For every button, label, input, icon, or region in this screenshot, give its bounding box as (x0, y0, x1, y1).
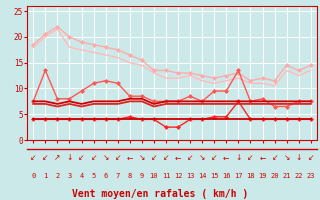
Text: ↘: ↘ (102, 154, 109, 162)
Text: 5: 5 (92, 173, 96, 179)
Text: 18: 18 (246, 173, 255, 179)
Text: 17: 17 (234, 173, 243, 179)
Text: 16: 16 (222, 173, 230, 179)
Text: ↘: ↘ (284, 154, 290, 162)
Text: ↙: ↙ (30, 154, 36, 162)
Text: ↙: ↙ (247, 154, 254, 162)
Text: 9: 9 (140, 173, 144, 179)
Text: 12: 12 (174, 173, 182, 179)
Text: 15: 15 (210, 173, 219, 179)
Text: 21: 21 (282, 173, 291, 179)
Text: ↙: ↙ (187, 154, 193, 162)
Text: 7: 7 (116, 173, 120, 179)
Text: ←: ← (223, 154, 229, 162)
Text: 0: 0 (31, 173, 35, 179)
Text: 1: 1 (43, 173, 47, 179)
Text: ↙: ↙ (163, 154, 169, 162)
Text: 14: 14 (198, 173, 206, 179)
Text: 10: 10 (150, 173, 158, 179)
Text: ↙: ↙ (271, 154, 278, 162)
Text: ↙: ↙ (78, 154, 85, 162)
Text: 22: 22 (294, 173, 303, 179)
Text: ↙: ↙ (151, 154, 157, 162)
Text: ↗: ↗ (54, 154, 60, 162)
Text: ←: ← (127, 154, 133, 162)
Text: 13: 13 (186, 173, 194, 179)
Text: Vent moyen/en rafales ( km/h ): Vent moyen/en rafales ( km/h ) (72, 189, 248, 199)
Text: ↓: ↓ (295, 154, 302, 162)
Text: 11: 11 (162, 173, 170, 179)
Text: ↙: ↙ (308, 154, 314, 162)
Text: 23: 23 (307, 173, 315, 179)
Text: ↙: ↙ (115, 154, 121, 162)
Text: ↓: ↓ (235, 154, 242, 162)
Text: 2: 2 (55, 173, 60, 179)
Text: 6: 6 (103, 173, 108, 179)
Text: ↘: ↘ (139, 154, 145, 162)
Text: 4: 4 (79, 173, 84, 179)
Text: 19: 19 (258, 173, 267, 179)
Text: 3: 3 (67, 173, 72, 179)
Text: ↙: ↙ (211, 154, 217, 162)
Text: ↘: ↘ (199, 154, 205, 162)
Text: ↙: ↙ (42, 154, 49, 162)
Text: 8: 8 (128, 173, 132, 179)
Text: ↙: ↙ (90, 154, 97, 162)
Text: ↓: ↓ (66, 154, 73, 162)
Text: 20: 20 (270, 173, 279, 179)
Text: ←: ← (175, 154, 181, 162)
Text: ←: ← (259, 154, 266, 162)
